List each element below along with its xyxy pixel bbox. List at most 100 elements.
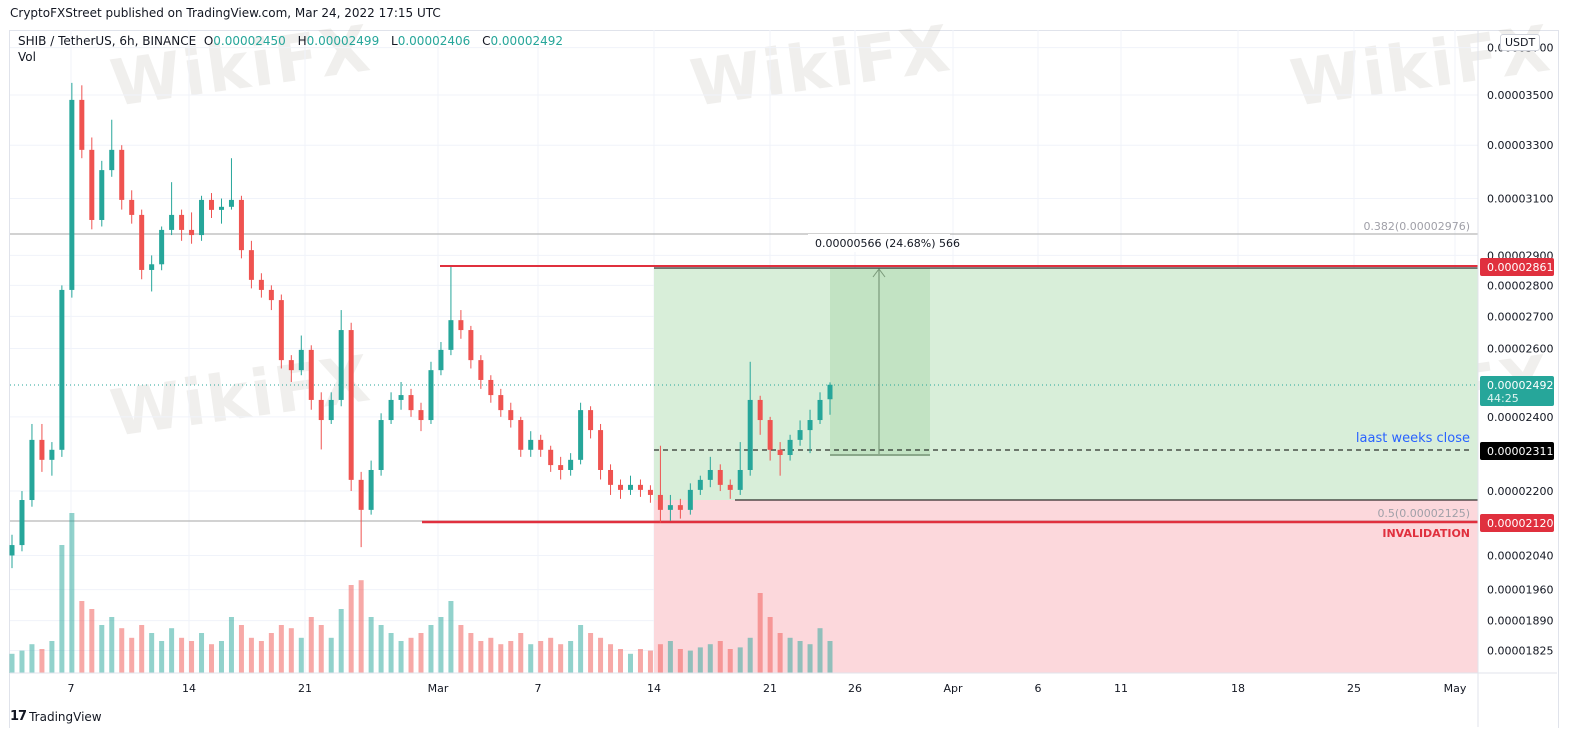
candle-body <box>159 229 165 265</box>
volume-bar <box>248 637 254 673</box>
time-tick: 25 <box>1347 682 1361 695</box>
volume-bar <box>228 617 234 673</box>
candle-body <box>667 505 673 510</box>
candle-body <box>757 399 763 421</box>
volume-legend[interactable]: Vol <box>18 50 36 64</box>
candle-body <box>568 459 574 470</box>
candle-body <box>39 439 45 460</box>
time-tick: Mar <box>428 682 449 695</box>
time-tick: 14 <box>647 682 661 695</box>
volume-bar <box>398 641 404 673</box>
volume-bar <box>458 625 464 673</box>
candle-body <box>478 360 484 380</box>
candle-body <box>787 439 793 455</box>
volume-bar <box>388 633 394 673</box>
volume-bar <box>588 633 594 673</box>
volume-bar <box>677 649 683 673</box>
close-value: 0.00002492 <box>490 34 563 48</box>
candle-body <box>707 469 713 480</box>
price-tick: 0.00002040 <box>1487 549 1553 562</box>
volume-bar <box>687 650 693 673</box>
volume-bar <box>747 637 753 673</box>
time-tick: 7 <box>535 682 542 695</box>
volume-bar <box>538 641 544 673</box>
time-tick: 18 <box>1231 682 1245 695</box>
candle-body <box>79 99 85 150</box>
volume-bar <box>159 641 165 673</box>
candle-body <box>598 430 604 470</box>
candle-body <box>218 206 224 210</box>
volume-bar <box>298 637 304 673</box>
volume-bar <box>727 649 733 673</box>
volume-bar <box>657 644 663 673</box>
volume-bar <box>318 625 324 673</box>
close-label: C <box>482 34 491 48</box>
candle-body <box>697 479 703 490</box>
time-tick: 11 <box>1114 682 1128 695</box>
volume-bar <box>757 593 763 673</box>
candle-body <box>588 410 594 431</box>
volume-bar <box>488 637 494 673</box>
fib-0382-label: 0.382(0.00002976) <box>1363 220 1470 233</box>
volume-bar <box>9 653 15 673</box>
candle-body <box>817 399 823 421</box>
countdown-timer: 44:25 <box>1487 392 1519 405</box>
time-tick: 21 <box>298 682 312 695</box>
volume-bar <box>817 628 823 673</box>
candle-body <box>228 199 234 207</box>
candle-body <box>578 410 584 460</box>
volume-bar <box>777 633 783 673</box>
candle-body <box>378 420 384 470</box>
volume-bar <box>268 633 274 673</box>
volume-bar <box>428 625 434 673</box>
candle-body <box>288 360 294 371</box>
candle-body <box>169 214 175 230</box>
volume-bar <box>179 637 185 673</box>
volume-bar <box>119 628 125 673</box>
candle-body <box>797 430 803 440</box>
price-tick: 0.00002400 <box>1487 411 1553 424</box>
price-tick: 0.00001960 <box>1487 584 1553 597</box>
volume-bar <box>39 649 45 673</box>
volume-bar <box>29 644 35 673</box>
candle-body <box>637 484 643 490</box>
time-tick: 6 <box>1035 682 1042 695</box>
volume-bar <box>328 637 334 673</box>
volume-bar <box>508 641 514 673</box>
candle-body <box>179 214 185 230</box>
price-tick: 0.00003100 <box>1487 193 1553 206</box>
volume-bar <box>258 641 264 673</box>
volume-bar <box>518 633 524 673</box>
volume-bar <box>169 628 175 673</box>
volume-bar <box>767 617 773 673</box>
candle-body <box>727 484 733 490</box>
measure-arrowhead-icon <box>872 268 886 278</box>
price-tick: 0.00001825 <box>1487 644 1553 657</box>
stop-zone <box>654 500 1478 673</box>
candle-body <box>189 229 195 236</box>
currency-badge[interactable]: USDT <box>1500 34 1541 51</box>
volume-bar <box>149 633 155 673</box>
footer: 𝟭𝟳 TradingView <box>10 709 102 724</box>
candle-body <box>438 349 444 371</box>
candle-body <box>19 500 25 546</box>
symbol-label[interactable]: SHIB / TetherUS, 6h, BINANCE <box>18 34 197 48</box>
candle-body <box>49 449 55 460</box>
volume-bar <box>667 641 673 673</box>
volume-bar <box>618 649 624 673</box>
candle-body <box>717 469 723 485</box>
candle-body <box>428 370 434 421</box>
candle-body <box>528 439 534 450</box>
candle-body <box>488 379 494 396</box>
candle-body <box>657 494 663 510</box>
candle-body <box>109 149 115 171</box>
volume-bar <box>338 609 344 673</box>
candle-body <box>308 349 314 400</box>
candle-body <box>498 395 504 411</box>
candle-body <box>69 99 75 290</box>
last-price-tag: 0.00002492 <box>1487 379 1553 392</box>
candle-body <box>737 469 743 490</box>
candle-body <box>807 420 813 431</box>
candle-body <box>338 330 344 400</box>
